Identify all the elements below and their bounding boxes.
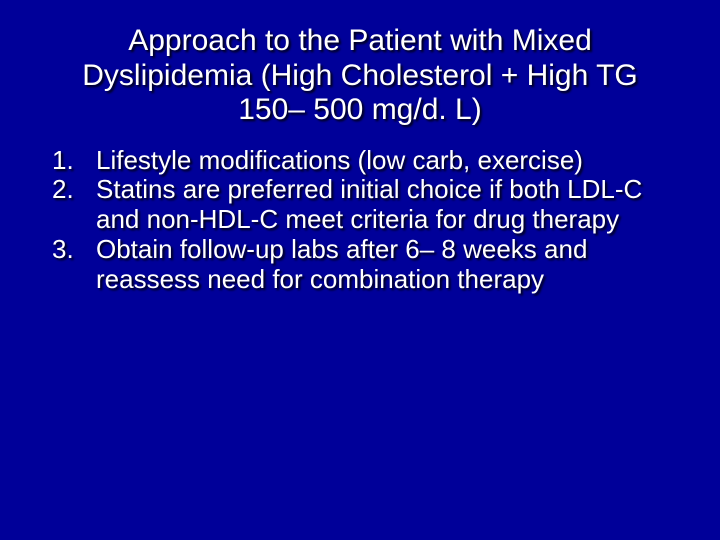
item-number: 3. <box>52 235 96 265</box>
list-item: 3. Obtain follow-up labs after 6– 8 week… <box>52 235 660 295</box>
item-text: Statins are preferred initial choice if … <box>96 175 660 235</box>
item-text: Lifestyle modifications (low carb, exerc… <box>96 146 660 176</box>
slide-container: Approach to the Patient with Mixed Dysli… <box>0 0 720 540</box>
list-item: 2. Statins are preferred initial choice … <box>52 175 660 235</box>
list-item: 1. Lifestyle modifications (low carb, ex… <box>52 146 660 176</box>
slide-title: Approach to the Patient with Mixed Dysli… <box>66 24 654 128</box>
item-number: 1. <box>52 146 96 176</box>
item-number: 2. <box>52 175 96 205</box>
numbered-list: 1. Lifestyle modifications (low carb, ex… <box>36 146 684 295</box>
item-text: Obtain follow-up labs after 6– 8 weeks a… <box>96 235 660 295</box>
